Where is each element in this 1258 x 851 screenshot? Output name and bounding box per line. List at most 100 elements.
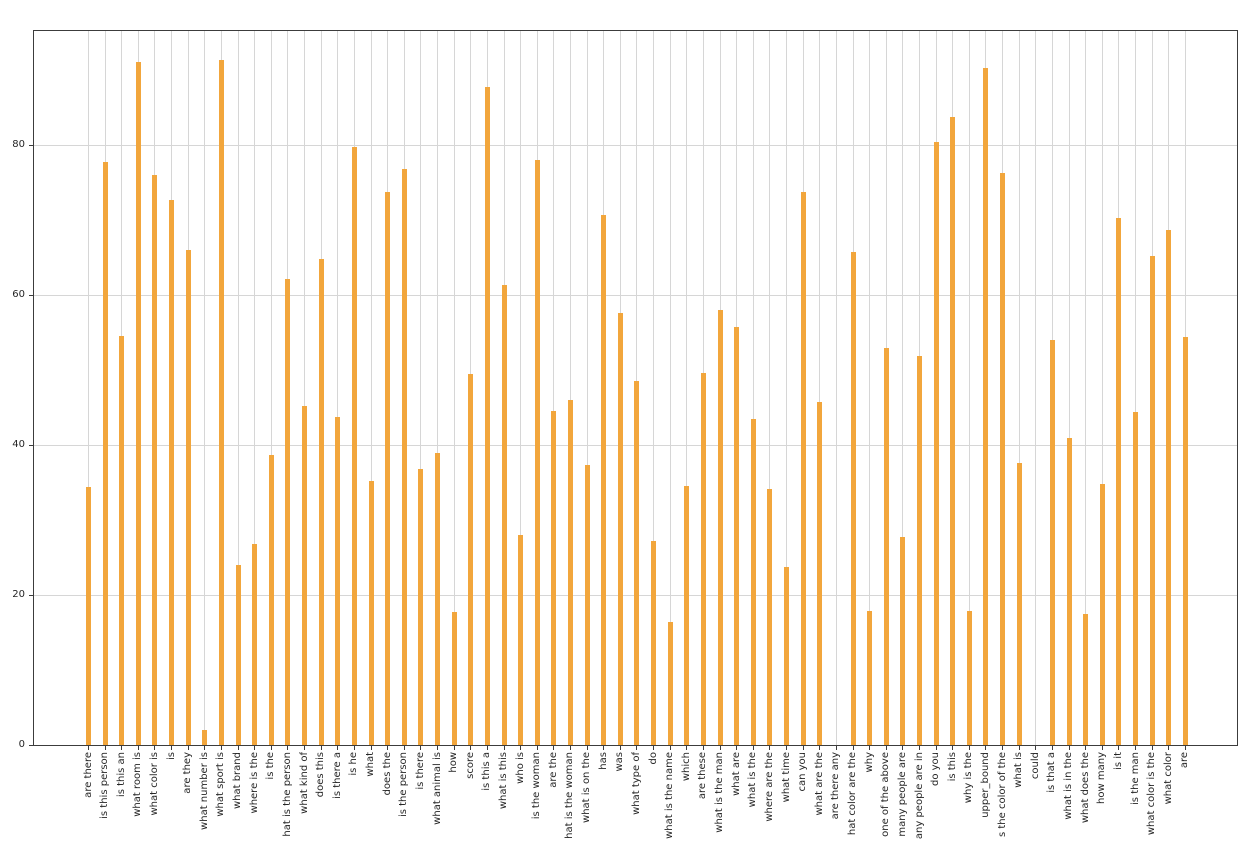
x-tick-label: are there xyxy=(82,752,94,798)
bar xyxy=(1116,217,1122,745)
x-tick-mark xyxy=(736,746,738,750)
bar xyxy=(917,355,922,745)
x-tick-mark xyxy=(353,746,355,750)
x-tick-mark xyxy=(786,746,788,750)
x-tick-mark xyxy=(287,746,289,750)
bar xyxy=(883,347,889,745)
bar xyxy=(784,566,790,745)
x-tick-label: what animal is xyxy=(431,752,443,825)
bar xyxy=(268,454,274,745)
x-tick-label: what number is xyxy=(198,752,210,830)
x-tick-label: one of the above xyxy=(880,752,892,837)
x-tick-label: what is the name xyxy=(664,752,676,839)
x-tick-label: has xyxy=(597,752,609,770)
bar xyxy=(800,191,806,745)
x-tick-label: who is xyxy=(514,752,526,784)
bar xyxy=(1000,172,1006,745)
bar xyxy=(335,416,341,745)
bar xyxy=(1016,463,1022,745)
x-tick-label: why is the xyxy=(963,752,975,804)
x-tick-mark xyxy=(919,746,920,750)
x-tick-label: upper_bound xyxy=(979,752,991,818)
bar xyxy=(983,67,989,745)
x-tick-mark xyxy=(204,746,206,750)
v-gridline xyxy=(769,31,771,745)
bar xyxy=(518,535,524,745)
x-tick-label: what brand xyxy=(232,752,244,810)
x-tick-mark xyxy=(470,746,472,750)
x-tick-mark xyxy=(536,746,538,750)
x-tick-mark xyxy=(686,746,688,750)
v-gridline xyxy=(1101,31,1103,745)
v-gridline xyxy=(204,31,206,745)
x-tick-mark xyxy=(486,746,488,750)
x-tick-label: are they xyxy=(182,752,194,794)
v-gridline xyxy=(553,31,555,745)
v-gridline xyxy=(835,31,837,745)
x-tick-mark xyxy=(902,746,904,750)
x-tick-label: hat color are the xyxy=(847,752,859,836)
x-tick-label: is that a xyxy=(1046,752,1058,793)
x-tick-label: is the xyxy=(265,752,277,780)
x-tick-label: what are the xyxy=(813,752,825,816)
v-gridline xyxy=(1018,31,1020,745)
v-gridline xyxy=(520,31,522,745)
bar xyxy=(651,541,657,745)
x-tick-label: what color is the xyxy=(1146,752,1158,836)
v-gridline xyxy=(869,31,871,745)
x-tick-label: do you xyxy=(930,752,942,787)
x-tick-label: what sport is xyxy=(215,752,227,817)
x-tick-label: what is xyxy=(1013,752,1025,788)
bar xyxy=(734,326,740,745)
v-gridline xyxy=(1068,31,1070,745)
x-tick-mark xyxy=(1068,746,1070,750)
bar xyxy=(617,313,623,745)
bar xyxy=(817,401,823,745)
x-tick-mark xyxy=(1168,746,1170,750)
bar xyxy=(867,610,873,745)
x-tick-label: can you xyxy=(797,752,809,792)
x-tick-label: many people are xyxy=(896,752,908,837)
bar xyxy=(1083,613,1089,745)
bar xyxy=(135,61,141,745)
bar xyxy=(102,161,108,745)
v-gridline xyxy=(786,31,788,745)
y-tick-mark xyxy=(29,294,33,296)
x-tick-mark xyxy=(1018,746,1020,750)
v-gridline xyxy=(653,31,655,745)
v-gridline xyxy=(1085,31,1087,745)
x-tick-label: is this a xyxy=(481,752,493,791)
bar xyxy=(900,536,906,745)
x-tick-label: what does the xyxy=(1079,752,1091,824)
bar xyxy=(684,486,690,745)
h-gridline xyxy=(34,294,1237,296)
x-tick-label: is the woman xyxy=(531,752,543,820)
bar xyxy=(318,259,324,745)
x-tick-mark xyxy=(320,746,322,750)
y-tick-label: 60 xyxy=(12,289,25,300)
x-tick-label: are these xyxy=(697,752,709,800)
x-tick-mark xyxy=(1085,746,1087,750)
v-gridline xyxy=(819,31,821,745)
x-tick-label: what is the man xyxy=(714,752,726,833)
bar xyxy=(750,418,756,745)
x-tick-mark xyxy=(835,746,837,750)
bar xyxy=(451,612,457,745)
x-tick-mark xyxy=(104,746,106,750)
v-gridline xyxy=(88,31,89,745)
bar xyxy=(202,730,208,745)
x-tick-label: where is the xyxy=(248,752,260,814)
v-gridline xyxy=(1135,31,1137,745)
x-tick-label: do xyxy=(647,752,659,765)
bar xyxy=(468,373,474,745)
x-tick-mark xyxy=(1101,746,1103,750)
x-tick-mark xyxy=(1151,746,1153,750)
y-tick-mark xyxy=(29,744,33,746)
bar xyxy=(1049,340,1055,745)
x-tick-mark xyxy=(137,746,139,750)
y-tick-mark xyxy=(29,144,33,146)
bar xyxy=(767,488,773,745)
v-gridline xyxy=(902,31,904,745)
bar xyxy=(86,487,91,745)
